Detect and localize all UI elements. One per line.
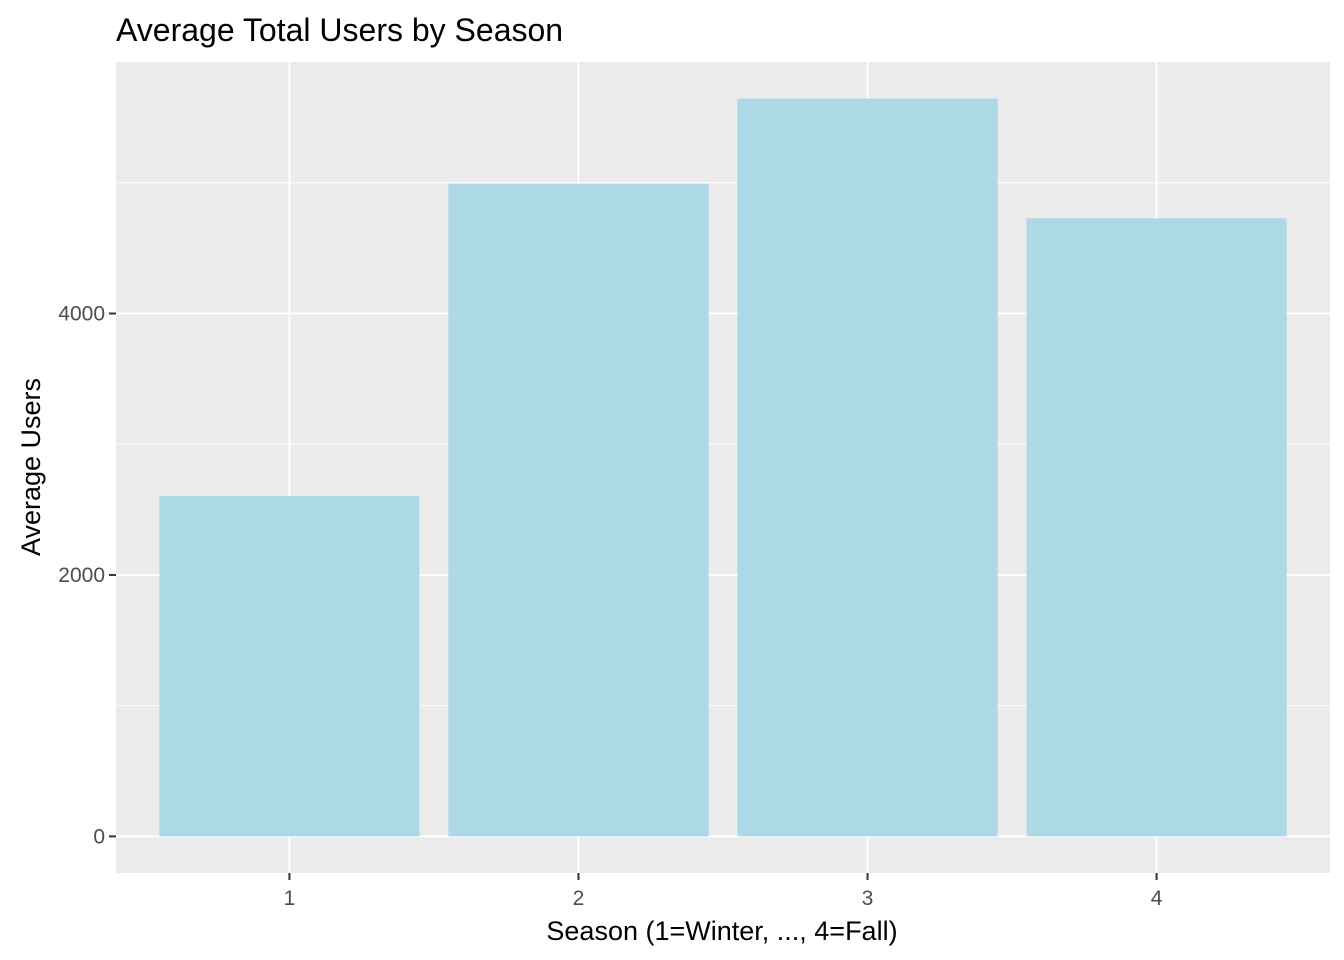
y-axis-title: Average Users [16, 378, 46, 556]
x-tick-label: 3 [862, 887, 874, 910]
bar-season-1 [159, 495, 420, 837]
bar-season-4 [1026, 218, 1287, 837]
chart-title: Average Total Users by Season [116, 12, 563, 48]
bar-season-2 [448, 183, 709, 837]
y-axis: 0 2000 4000 [58, 303, 116, 848]
x-tick-label: 4 [1151, 887, 1163, 910]
bars [159, 98, 1287, 837]
x-axis-title: Season (1=Winter, ..., 4=Fall) [546, 916, 897, 946]
x-tick-label: 2 [573, 887, 585, 910]
y-tick-label: 2000 [58, 564, 105, 587]
y-tick-label: 4000 [58, 303, 105, 326]
y-tick-label: 0 [93, 825, 105, 848]
x-tick-label: 1 [284, 887, 296, 910]
x-axis: 1 2 3 4 [284, 873, 1163, 910]
bar-season-3 [737, 98, 998, 837]
